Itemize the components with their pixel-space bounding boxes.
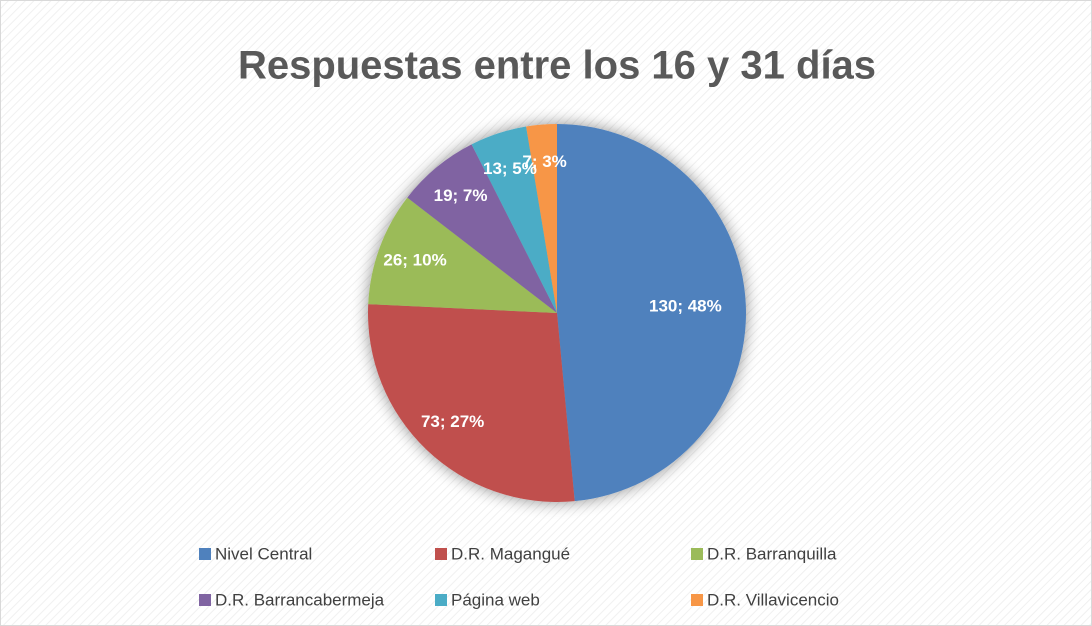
pie-slice xyxy=(407,144,557,313)
pie-slice xyxy=(368,197,557,313)
data-label: 13; 5% xyxy=(483,159,537,178)
legend-label: D.R. Barranquilla xyxy=(707,544,837,563)
chart-title: Respuestas entre los 16 y 31 días xyxy=(238,44,876,88)
pie-slice xyxy=(526,124,557,313)
legend-swatch xyxy=(199,594,211,606)
legend-swatch xyxy=(199,548,211,560)
data-label: 73; 27% xyxy=(421,412,484,431)
pie-slice xyxy=(557,124,746,502)
pie-slice xyxy=(368,304,575,502)
data-label: 26; 10% xyxy=(383,250,446,269)
legend-label: Página web xyxy=(451,590,540,609)
pie xyxy=(368,124,746,502)
legend-swatch xyxy=(435,548,447,560)
data-label: 7; 3% xyxy=(522,152,566,171)
legend-label: D.R. Barrancabermeja xyxy=(215,590,385,609)
legend-label: D.R. Villavicencio xyxy=(707,590,839,609)
data-label: 130; 48% xyxy=(649,296,722,315)
legend-swatch xyxy=(691,594,703,606)
data-label: 19; 7% xyxy=(434,186,488,205)
legend-label: D.R. Magangué xyxy=(451,544,570,563)
legend-swatch xyxy=(435,594,447,606)
legend-swatch xyxy=(691,548,703,560)
pie-slice xyxy=(471,126,557,314)
legend-label: Nivel Central xyxy=(215,544,312,563)
